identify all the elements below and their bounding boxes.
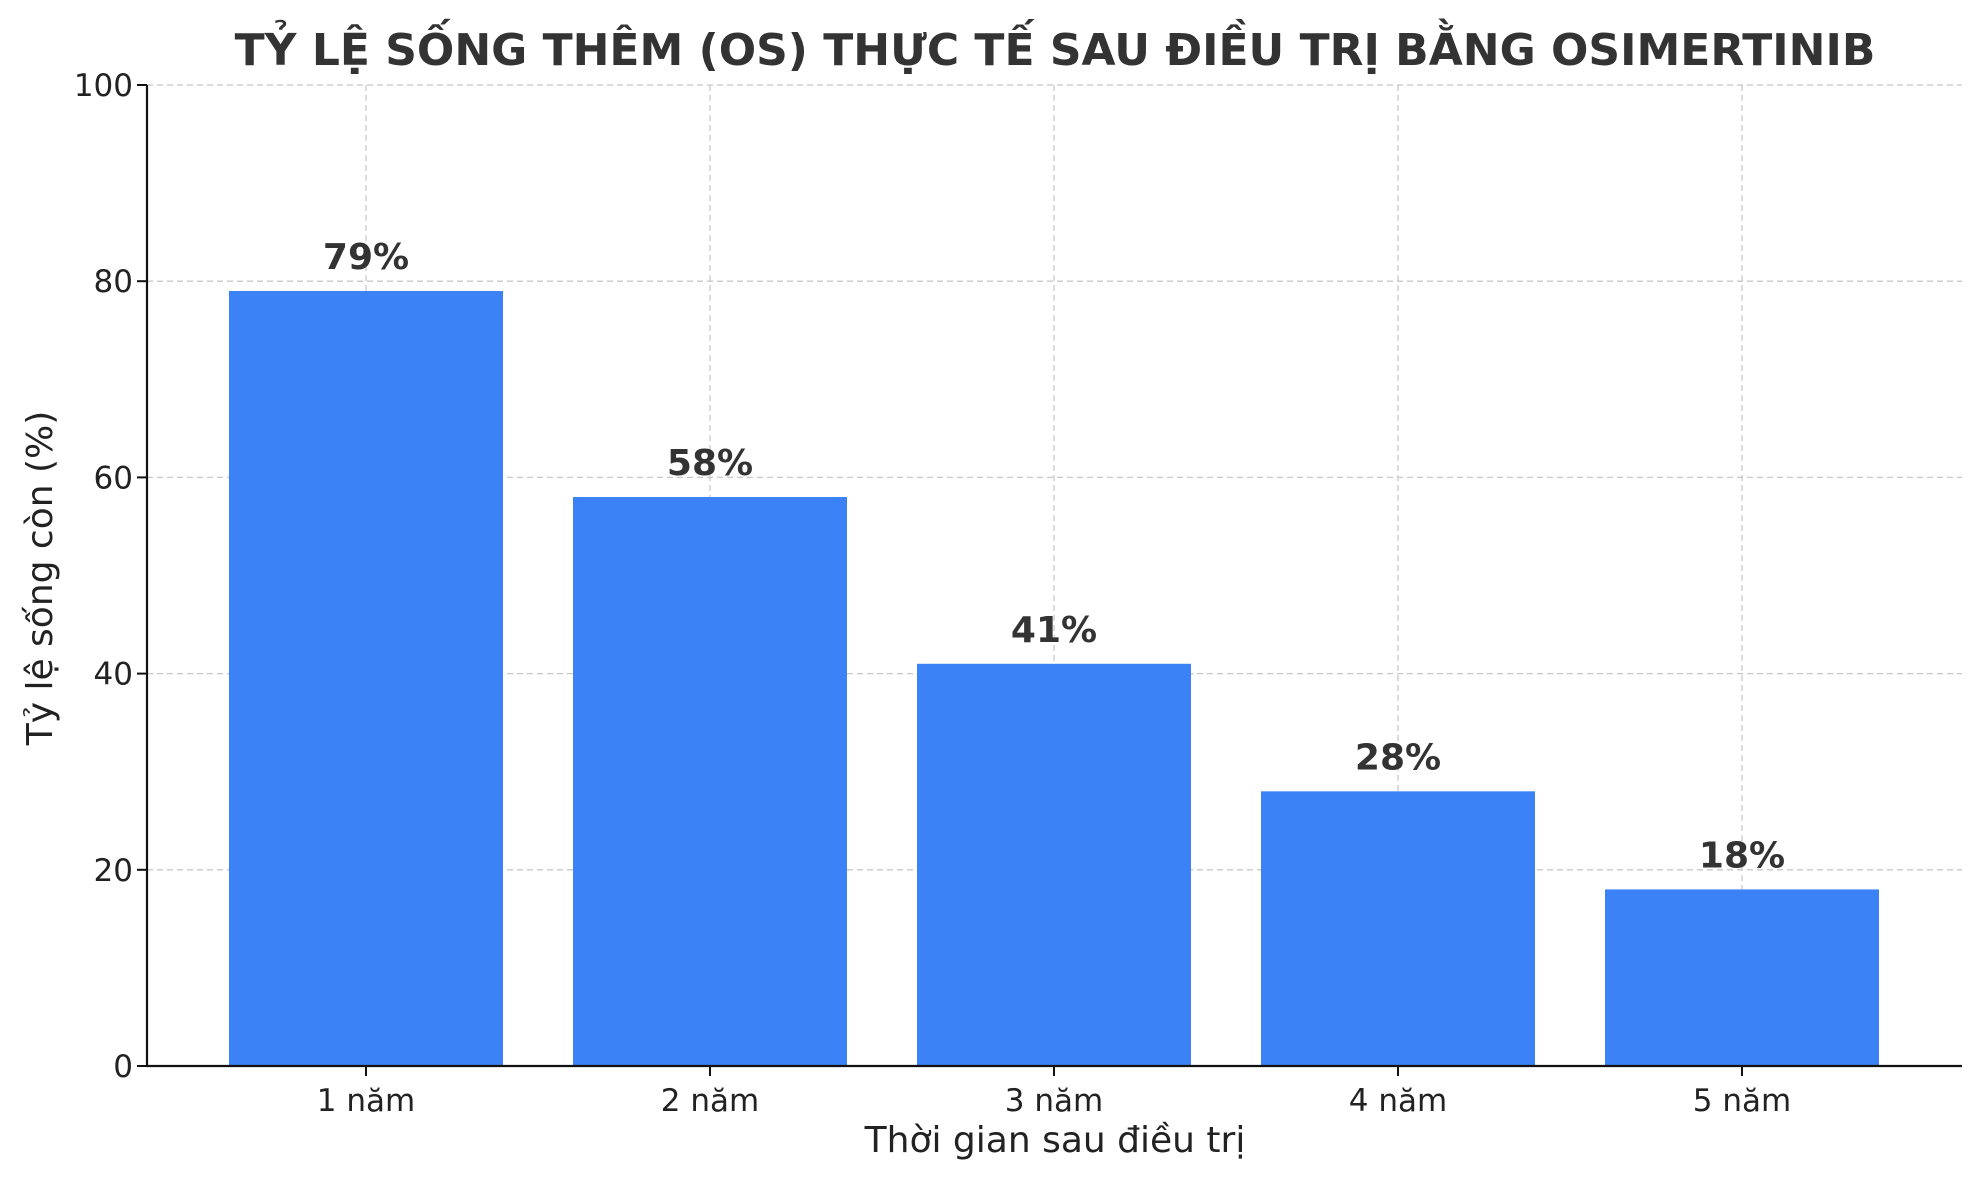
y-tick-label: 40 xyxy=(94,657,133,693)
bar xyxy=(1605,889,1879,1066)
bar xyxy=(573,497,847,1066)
x-tick-label: 3 năm xyxy=(1005,1083,1103,1119)
data-labels: 79% 58% 41% 28% 18% xyxy=(323,237,1785,876)
x-tick-label: 4 năm xyxy=(1349,1083,1447,1119)
data-label: 28% xyxy=(1355,737,1441,778)
y-tick-label: 0 xyxy=(113,1049,133,1085)
data-label: 41% xyxy=(1011,610,1097,651)
x-tick-label: 2 năm xyxy=(661,1083,759,1119)
y-tick-label: 80 xyxy=(94,264,133,300)
chart-title: TỶ LỆ SỐNG THÊM (OS) THỰC TẾ SAU ĐIỀU TR… xyxy=(235,18,1876,76)
y-axis-title: Tỷ lệ sống còn (%) xyxy=(20,411,61,747)
x-axis-title: Thời gian sau điều trị xyxy=(864,1120,1246,1161)
data-label: 18% xyxy=(1699,835,1785,876)
ticks: 0 20 40 60 80 100 1 năm 2 năm 3 năm 4 năm 5 năm xyxy=(74,68,1791,1119)
x-tick-label: 5 năm xyxy=(1693,1083,1791,1119)
x-tick-label: 1 năm xyxy=(317,1083,415,1119)
data-label: 58% xyxy=(667,443,753,484)
bars xyxy=(229,291,1879,1066)
bar xyxy=(1261,791,1535,1066)
data-label: 79% xyxy=(323,237,409,278)
y-tick-label: 100 xyxy=(74,68,133,104)
y-tick-label: 20 xyxy=(94,853,133,889)
y-tick-label: 60 xyxy=(94,460,133,496)
bar xyxy=(229,291,503,1066)
bar xyxy=(917,663,1191,1066)
